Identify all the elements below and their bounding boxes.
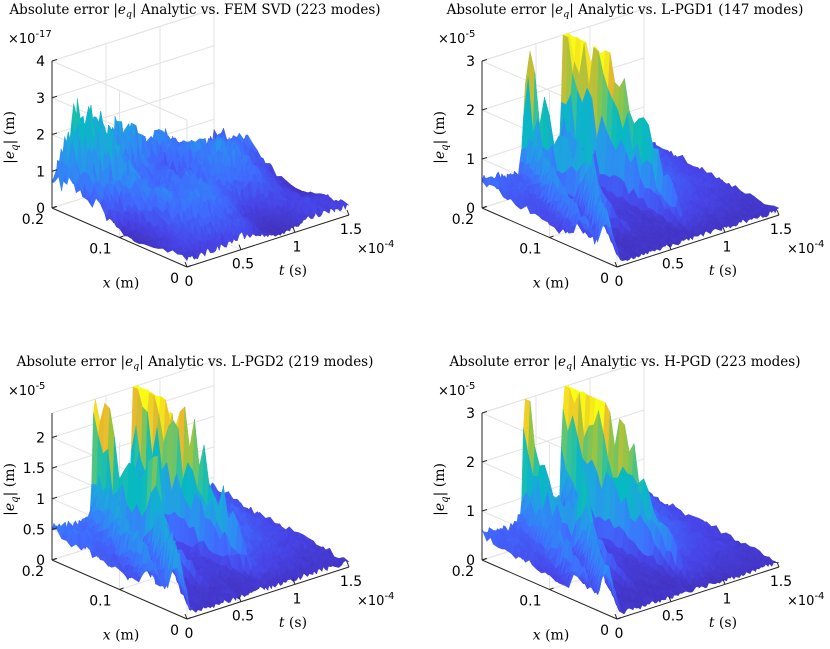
surface-patch	[181, 254, 190, 262]
x-axis-label: x (m)	[103, 275, 140, 291]
chart-title: Absolute error |eq| Analytic vs. FEM SVD…	[8, 2, 380, 20]
z-tick-label: 4	[36, 54, 45, 70]
t-axis-label: t (s)	[279, 263, 307, 279]
t-tick-label: 0.5	[232, 257, 254, 273]
x-tick-mark	[119, 235, 124, 238]
x-tick-mark	[186, 265, 192, 268]
surface	[51, 98, 350, 262]
x-tick-label: 0.1	[89, 242, 111, 258]
z-tick-label: 2	[36, 128, 45, 144]
x-tick-label: 0	[170, 271, 179, 287]
t-tick-label: 0	[185, 274, 194, 290]
grid-line	[51, 45, 215, 99]
surface	[481, 32, 780, 262]
z-exponent-label: ×10-17	[8, 29, 52, 47]
z-tick-label: 1	[36, 164, 45, 180]
x-tick-mark	[51, 206, 57, 209]
t-exponent-label: ×10-4	[357, 239, 394, 257]
grid-line	[51, 8, 215, 62]
t-tick-label: 1.5	[340, 222, 362, 238]
z-tick-label: 3	[36, 91, 45, 107]
x-tick-label: 0.2	[22, 212, 44, 228]
t-tick-label: 1	[293, 239, 302, 255]
z-axis-label: |eq| (m)	[2, 111, 21, 164]
